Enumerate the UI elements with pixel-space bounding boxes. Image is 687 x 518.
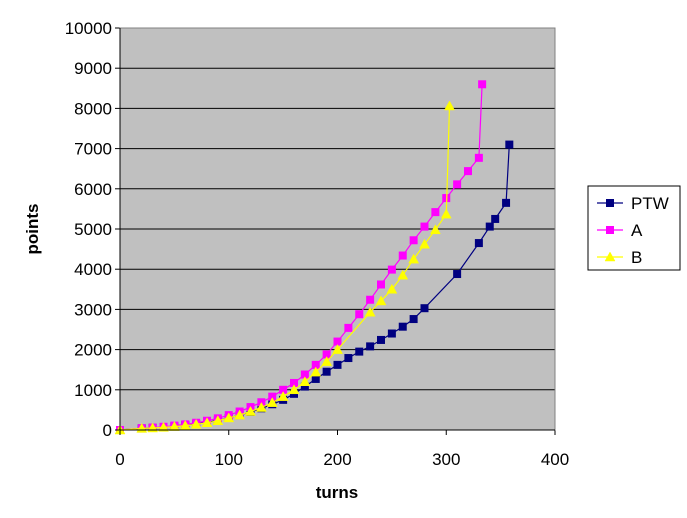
data-point — [299, 376, 311, 387]
x-tick-label: 300 — [432, 450, 460, 469]
data-point — [429, 224, 441, 235]
data-point — [478, 80, 487, 89]
data-point — [491, 214, 500, 223]
data-point — [300, 370, 309, 379]
data-point — [366, 342, 375, 351]
data-point — [333, 360, 342, 369]
data-point — [212, 415, 224, 426]
y-tick-label: 2000 — [74, 341, 112, 360]
legend-marker — [606, 226, 614, 234]
data-point — [505, 140, 514, 149]
data-point — [158, 421, 169, 432]
x-tick-label: 100 — [215, 450, 243, 469]
data-point — [431, 208, 440, 217]
data-point — [398, 322, 407, 331]
data-point — [375, 295, 387, 306]
data-point — [366, 295, 375, 304]
x-tick-label: 400 — [541, 450, 569, 469]
data-point — [245, 405, 256, 416]
data-point — [322, 350, 331, 359]
data-point — [409, 236, 418, 245]
data-point — [321, 356, 333, 366]
data-point — [453, 270, 462, 279]
x-axis-title: turns — [316, 483, 359, 502]
data-point — [288, 384, 300, 395]
data-point — [364, 306, 376, 317]
data-point — [377, 335, 385, 344]
y-tick-label: 6000 — [74, 180, 112, 199]
y-tick-label: 4000 — [74, 260, 112, 279]
data-point — [290, 378, 298, 387]
data-point — [344, 354, 353, 363]
data-point — [386, 283, 398, 294]
data-point — [234, 409, 246, 420]
data-point — [279, 385, 288, 394]
data-point — [310, 366, 322, 377]
data-point — [223, 412, 235, 423]
data-point — [300, 382, 309, 391]
data-point — [355, 310, 364, 319]
data-point — [444, 100, 455, 111]
data-point — [255, 401, 267, 412]
legend-label: PTW — [631, 194, 669, 213]
data-point — [344, 323, 353, 332]
x-tick-label: 0 — [115, 450, 124, 469]
x-tick-label: 200 — [323, 450, 351, 469]
data-point — [266, 397, 278, 407]
y-tick-label: 1000 — [74, 381, 112, 400]
data-point — [397, 269, 409, 280]
data-point — [355, 347, 364, 356]
y-tick-label: 3000 — [74, 300, 112, 319]
data-point — [387, 329, 396, 338]
y-tick-label: 5000 — [74, 220, 112, 239]
axes: 0100020003000400050006000700080009000100… — [65, 19, 569, 469]
y-tick-label: 7000 — [74, 140, 112, 159]
data-point — [277, 391, 289, 401]
data-point — [311, 374, 320, 383]
y-tick-label: 10000 — [65, 19, 112, 38]
data-point — [387, 265, 396, 274]
data-point — [502, 198, 511, 207]
data-point — [419, 238, 430, 249]
legend-marker — [606, 199, 614, 207]
legend-marker — [604, 251, 616, 262]
data-point — [168, 421, 180, 431]
data-point — [453, 180, 462, 189]
y-tick-label: 8000 — [74, 99, 112, 118]
data-point — [409, 315, 418, 324]
data-point — [408, 253, 420, 264]
y-tick-label: 9000 — [74, 59, 112, 78]
data-point — [201, 417, 213, 428]
data-point — [190, 418, 202, 429]
legend-box — [587, 185, 681, 271]
data-point — [268, 392, 277, 401]
legend-label: A — [631, 221, 643, 240]
data-point — [377, 280, 385, 289]
data-point — [464, 167, 472, 176]
data-point — [311, 360, 320, 369]
data-point — [332, 344, 343, 354]
data-point — [322, 367, 331, 376]
data-point — [485, 222, 494, 231]
y-tick-label: 0 — [103, 421, 112, 440]
data-point — [440, 208, 452, 219]
data-point — [474, 239, 483, 248]
legend-label: B — [631, 248, 642, 267]
data-point — [420, 304, 429, 313]
data-point — [420, 222, 429, 231]
y-axis-title: points — [23, 204, 42, 255]
data-point — [333, 337, 342, 346]
data-point — [398, 251, 407, 260]
legend: PTW AB — [587, 185, 681, 271]
series-line — [119, 84, 483, 431]
data-point — [474, 153, 483, 162]
